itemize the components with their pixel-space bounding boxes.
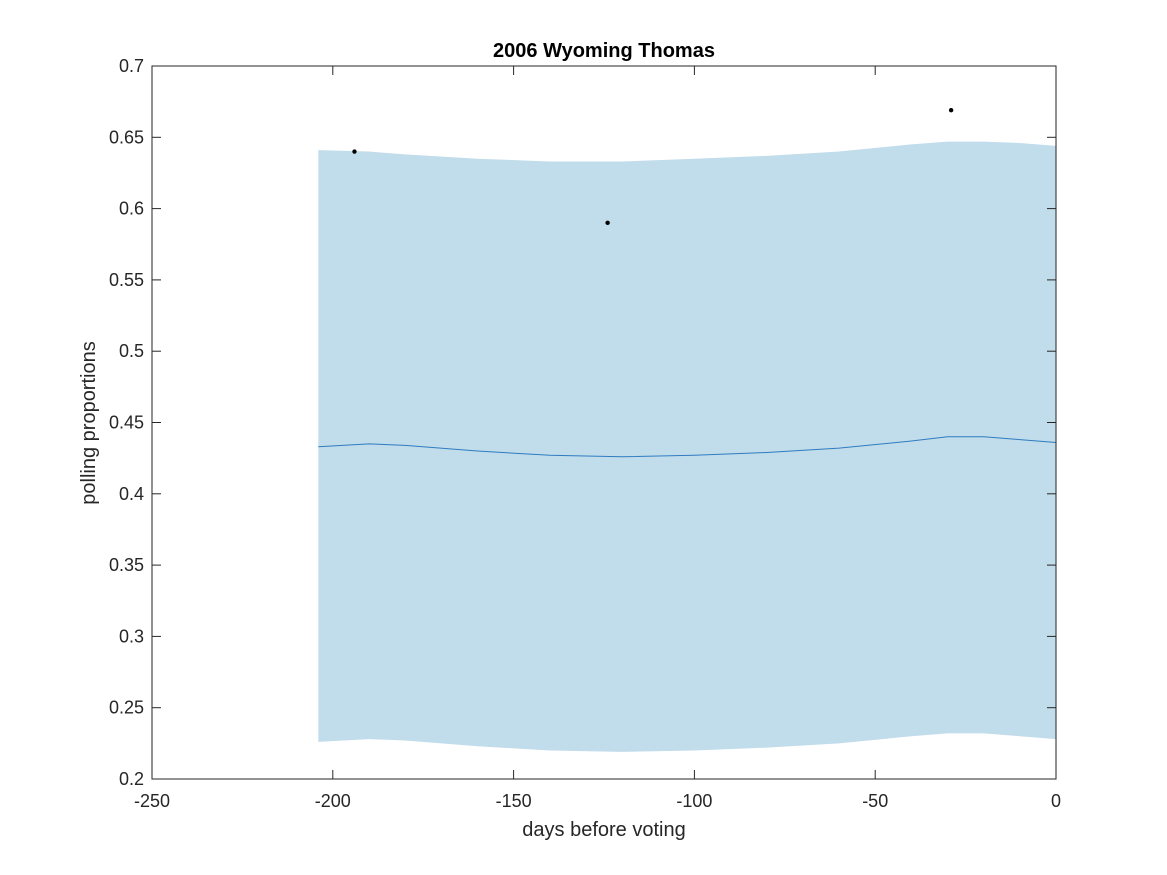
y-tick-label: 0.4 bbox=[119, 484, 144, 504]
y-tick-label: 0.45 bbox=[109, 413, 144, 433]
confidence-band bbox=[318, 141, 1057, 752]
plot-area: -250 -200 -150 -100 -50 0 0.2 0.25 0.3 0.35 0.4 0.4… bbox=[109, 56, 1061, 811]
y-tick-label: 0.2 bbox=[119, 769, 144, 789]
x-tick-label: 0 bbox=[1051, 791, 1061, 811]
x-tick-label: -50 bbox=[862, 791, 888, 811]
x-tick-label: -100 bbox=[676, 791, 712, 811]
y-tick-label: 0.3 bbox=[119, 626, 144, 646]
y-tick-label: 0.65 bbox=[109, 127, 144, 147]
y-tick-label: 0.5 bbox=[119, 341, 144, 361]
data-point bbox=[352, 149, 357, 154]
y-axis-label: polling proportions bbox=[78, 341, 100, 504]
y-tick-label: 0.55 bbox=[109, 270, 144, 290]
chart-title: 2006 Wyoming Thomas bbox=[493, 40, 715, 62]
y-tick-label: 0.6 bbox=[119, 199, 144, 219]
series-line-0 bbox=[318, 436, 1057, 458]
x-tick-label: -200 bbox=[315, 791, 351, 811]
x-axis-label: days before voting bbox=[522, 819, 685, 841]
x-tick-label: -150 bbox=[496, 791, 532, 811]
y-tick-label: 0.35 bbox=[109, 555, 144, 575]
x-tick-label: -250 bbox=[134, 791, 170, 811]
y-tick-label: 0.7 bbox=[119, 56, 144, 76]
data-point bbox=[948, 108, 954, 113]
data-point bbox=[605, 220, 610, 226]
y-tick-label: 0.25 bbox=[109, 698, 144, 718]
